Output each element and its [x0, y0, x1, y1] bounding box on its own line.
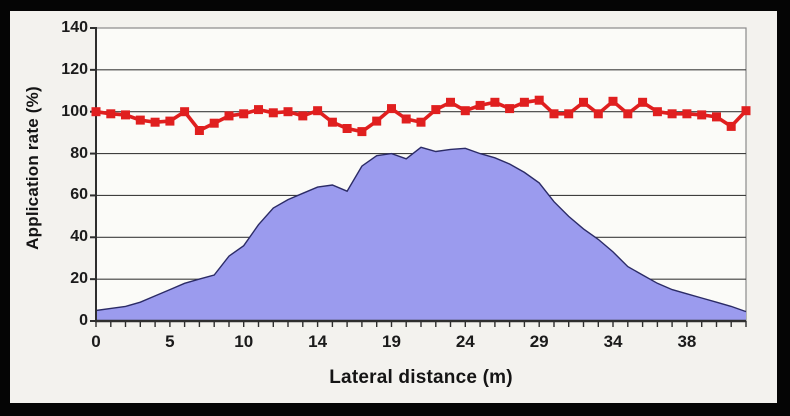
y-tick-label: 40: [70, 228, 88, 246]
y-axis: [90, 27, 97, 322]
area-series: [95, 146, 747, 321]
x-tick-label: 19: [381, 332, 401, 351]
x-tick-label: 0: [91, 332, 101, 351]
chart-canvas: 0 20 40 60 80 100 120 140 0 5 10 14 19 24 29 34 38 Appl…: [10, 11, 777, 403]
x-tick-label: 5: [165, 332, 175, 351]
x-tick-label: 29: [529, 332, 549, 351]
y-tick-label: 0: [79, 312, 88, 329]
x-axis: [95, 319, 747, 327]
y-tick-label: 20: [70, 270, 88, 288]
y-tick-label: 120: [61, 60, 88, 78]
x-tick-label: 34: [603, 332, 623, 351]
x-tick-label: 38: [677, 332, 697, 351]
x-tick-label: 14: [308, 332, 328, 351]
y-tick-label: 140: [61, 19, 88, 36]
y-tick-label: 60: [70, 186, 88, 204]
x-tick-label: 10: [234, 332, 254, 351]
y-axis-title: Application rate (%): [23, 85, 42, 250]
line-series: [91, 95, 751, 137]
x-tick-label: 24: [455, 332, 475, 351]
y-tick-label: 80: [70, 144, 88, 162]
x-axis-title: Lateral distance (m): [329, 367, 513, 388]
y-tick-label: 100: [61, 102, 88, 120]
